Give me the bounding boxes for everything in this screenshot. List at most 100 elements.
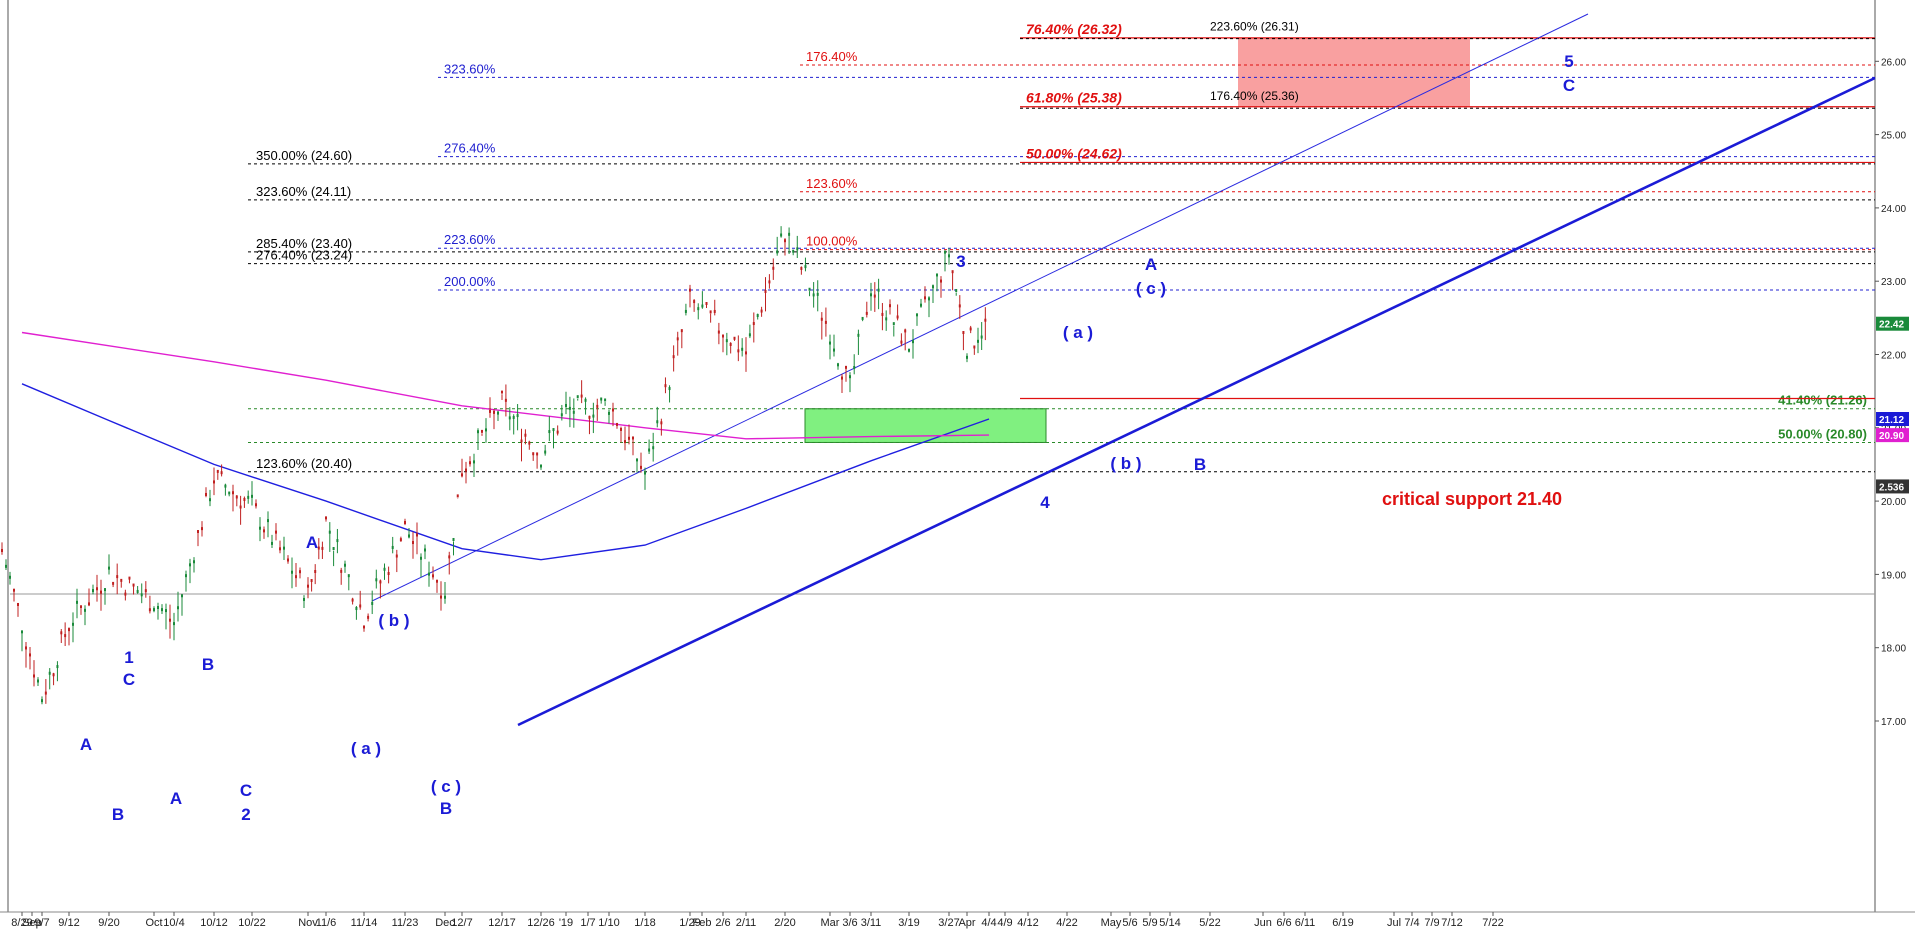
fib-level-label: 100.00% bbox=[806, 234, 858, 249]
price-bar-body bbox=[259, 526, 261, 530]
price-bar-body bbox=[275, 530, 277, 534]
fib-level-label: 50.00% (24.62) bbox=[1026, 145, 1122, 161]
price-bar-body bbox=[33, 674, 35, 678]
price-bar-body bbox=[314, 570, 317, 574]
price-bar-body bbox=[748, 333, 751, 337]
price-bar-body bbox=[279, 547, 281, 551]
wave-label: ( b ) bbox=[378, 611, 409, 630]
price-bar-body bbox=[709, 310, 712, 314]
price-bar-body bbox=[144, 589, 147, 593]
price-bar-body bbox=[780, 233, 783, 237]
price-bar-body bbox=[608, 411, 610, 415]
fib-level-label: 41.40% (21.26) bbox=[1778, 393, 1867, 408]
x-tick-label: Jun bbox=[1254, 917, 1272, 929]
price-bar-body bbox=[701, 304, 704, 308]
price-bar-body bbox=[412, 541, 414, 545]
price-bar-body bbox=[977, 339, 979, 343]
fib-level-label: 323.60% bbox=[444, 61, 496, 76]
price-bar-body bbox=[473, 460, 475, 464]
x-tick-label: 2/6 bbox=[715, 917, 730, 929]
x-tick-label: 10/22 bbox=[238, 917, 266, 929]
price-bar-body bbox=[680, 329, 683, 333]
price-bar-body bbox=[656, 420, 659, 424]
price-bar-body bbox=[668, 387, 671, 391]
price-bar-body bbox=[440, 595, 442, 599]
price-bar-body bbox=[391, 545, 394, 549]
fib-level-label: 223.60% bbox=[444, 232, 496, 247]
price-bar-body bbox=[251, 494, 253, 498]
price-bar-body bbox=[756, 314, 759, 318]
moving-average-line bbox=[21, 331, 990, 440]
price-bar-body bbox=[969, 327, 972, 331]
x-tick-label: 7/22 bbox=[1482, 917, 1503, 929]
price-bar-body bbox=[896, 315, 899, 319]
price-bar-body bbox=[41, 699, 43, 703]
price-bar-body bbox=[544, 450, 547, 454]
x-tick-label: 6/11 bbox=[1295, 917, 1316, 929]
price-bar-body bbox=[303, 597, 305, 601]
price-bar-body bbox=[287, 558, 289, 562]
price-bar-body bbox=[271, 541, 273, 545]
fib-level-label: 61.80% (25.38) bbox=[1026, 90, 1122, 106]
price-bar-body bbox=[291, 570, 293, 574]
price-bar-body bbox=[197, 530, 199, 534]
price-tag bbox=[1876, 412, 1909, 427]
x-tick-label: 4/12 bbox=[1017, 917, 1038, 929]
wave-label: B bbox=[112, 805, 124, 824]
wave-label: B bbox=[1194, 455, 1206, 474]
price-bar-body bbox=[572, 410, 575, 414]
price-bar-body bbox=[29, 653, 31, 657]
price-bar-body bbox=[193, 560, 195, 564]
price-bar-body bbox=[295, 575, 297, 579]
price-bar-body bbox=[92, 589, 94, 593]
price-bar-body bbox=[408, 534, 410, 538]
x-tick-label: 9/20 bbox=[98, 917, 119, 929]
price-bar-body bbox=[424, 548, 426, 552]
price-bar-body bbox=[247, 495, 250, 499]
price-bar-body bbox=[363, 625, 365, 629]
price-bar-body bbox=[416, 533, 418, 537]
wave-label: C bbox=[123, 670, 135, 689]
price-bar-body bbox=[263, 529, 265, 533]
wave-label: C bbox=[1563, 76, 1575, 95]
x-tick-label: 4/4 bbox=[981, 917, 996, 929]
price-tag bbox=[1876, 428, 1909, 443]
price-bar-body bbox=[232, 491, 234, 495]
price-bar-body bbox=[328, 530, 331, 534]
price-bar-body bbox=[628, 436, 630, 440]
price-bar-body bbox=[128, 576, 131, 580]
price-bar-body bbox=[436, 579, 438, 583]
price-bar-body bbox=[224, 484, 227, 488]
price-bar-body bbox=[955, 288, 958, 292]
wave-label: B bbox=[202, 655, 214, 674]
price-bar-body bbox=[980, 335, 983, 339]
price-bar-body bbox=[255, 503, 257, 507]
price-bar-body bbox=[489, 409, 491, 413]
price-bar-body bbox=[347, 574, 350, 578]
price-bar-body bbox=[984, 318, 987, 322]
price-bar-body bbox=[169, 618, 171, 622]
price-bar-body bbox=[928, 297, 930, 301]
price-bar-body bbox=[788, 232, 791, 236]
price-bar-body bbox=[973, 345, 976, 349]
x-tick-label: 2/20 bbox=[774, 917, 795, 929]
x-tick-label: 1/10 bbox=[598, 917, 619, 929]
price-bar-body bbox=[336, 539, 339, 543]
price-bar-body bbox=[243, 497, 246, 501]
price-bar-body bbox=[845, 365, 847, 369]
price-bar-body bbox=[865, 311, 868, 315]
price-bar-body bbox=[556, 430, 559, 434]
price-bar-body bbox=[958, 304, 961, 308]
price-bar-body bbox=[84, 608, 86, 612]
price-bar-body bbox=[841, 376, 843, 380]
price-bar-body bbox=[504, 398, 507, 402]
price-bar-body bbox=[940, 279, 942, 283]
price-bar-body bbox=[48, 671, 51, 675]
x-tick-label: 8/29 bbox=[11, 917, 32, 929]
price-bar-body bbox=[283, 546, 285, 550]
price-bar-body bbox=[741, 347, 744, 351]
price-bar-body bbox=[307, 584, 309, 588]
moving-average-line bbox=[21, 383, 990, 561]
price-bar-body bbox=[820, 317, 823, 321]
